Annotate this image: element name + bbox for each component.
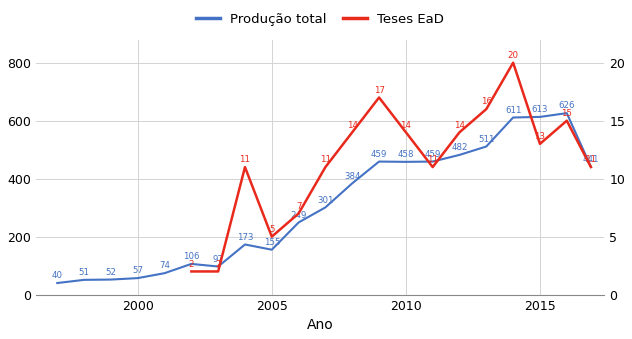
Text: 52: 52: [106, 268, 116, 277]
Text: 11: 11: [427, 155, 438, 164]
Text: 13: 13: [535, 132, 545, 141]
Text: 17: 17: [374, 86, 384, 95]
Legend: Produção total, Teses EaD: Produção total, Teses EaD: [191, 8, 449, 32]
Text: 14: 14: [454, 120, 465, 129]
Text: 16: 16: [481, 97, 492, 106]
Text: 7: 7: [296, 202, 301, 211]
Text: 40: 40: [52, 271, 63, 280]
Text: 459: 459: [371, 150, 387, 159]
Text: 2: 2: [188, 260, 194, 269]
Text: 511: 511: [478, 135, 495, 144]
Text: 482: 482: [451, 143, 468, 152]
Text: 613: 613: [532, 105, 548, 114]
Text: 155: 155: [264, 238, 280, 247]
Text: 14: 14: [347, 120, 358, 129]
Text: 11: 11: [240, 155, 250, 164]
Text: 301: 301: [317, 196, 334, 205]
Text: 458: 458: [398, 150, 414, 159]
Text: 2: 2: [216, 260, 221, 269]
Text: 173: 173: [237, 233, 253, 242]
Text: 441: 441: [583, 155, 599, 164]
Text: 11: 11: [585, 155, 597, 164]
Text: 14: 14: [401, 120, 411, 129]
Text: 74: 74: [159, 261, 170, 271]
Text: 15: 15: [561, 109, 573, 118]
Text: 249: 249: [291, 211, 307, 220]
Text: 97: 97: [213, 255, 224, 264]
Text: 611: 611: [505, 106, 521, 115]
Text: 106: 106: [183, 252, 200, 261]
Text: 384: 384: [344, 172, 360, 181]
Text: 57: 57: [132, 266, 143, 275]
X-axis label: Ano: Ano: [307, 318, 334, 332]
Text: 11: 11: [320, 155, 331, 164]
Text: 51: 51: [78, 268, 90, 277]
Text: 459: 459: [425, 150, 441, 159]
Text: 626: 626: [559, 101, 575, 111]
Text: 20: 20: [507, 51, 519, 60]
Text: 5: 5: [269, 225, 274, 234]
